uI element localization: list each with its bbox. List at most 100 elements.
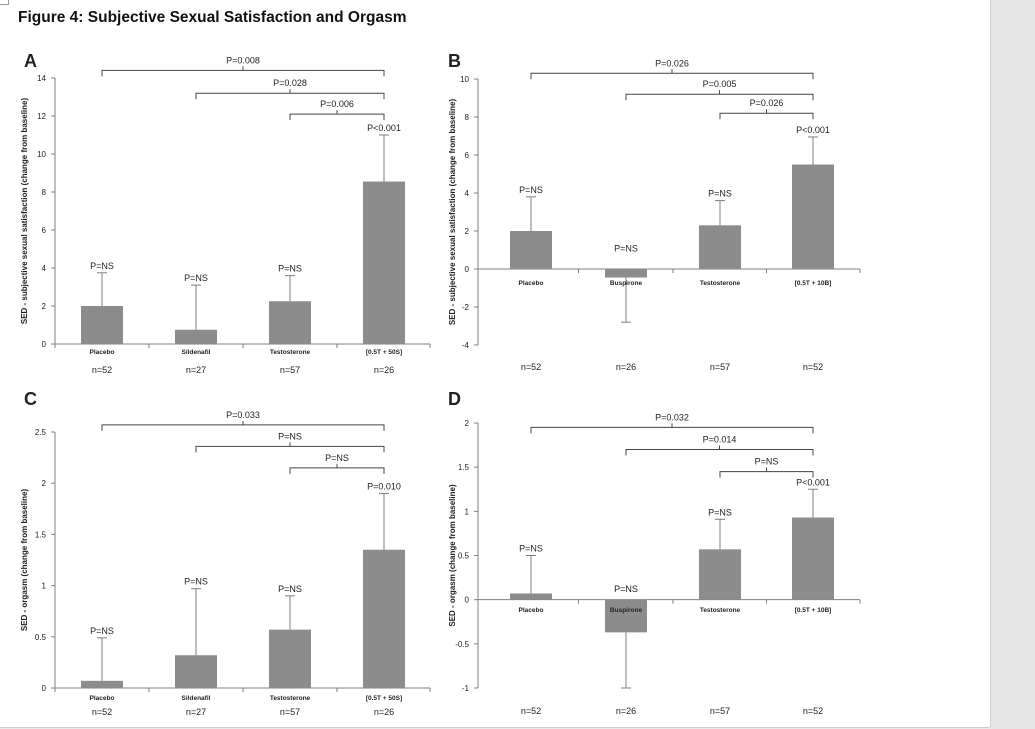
y-axis-label-d: SED - orgasm (change from baseline)	[448, 484, 457, 627]
category-label-a-4: [0.5T + 50S]	[366, 349, 402, 356]
bar-b-2	[605, 269, 647, 278]
comparison-label-c-1: P=0.033	[226, 410, 260, 420]
bar-p-label-d-4: P<0.001	[796, 477, 830, 487]
category-label-d-3: Testosterone	[700, 607, 741, 614]
n-label-b-3: n=57	[710, 362, 730, 372]
y-tick-label-c: 1	[42, 582, 47, 591]
comparison-label-a-1: P=0.008	[226, 55, 260, 65]
panel-letter-b: B	[448, 51, 461, 71]
y-tick-label-b: 4	[465, 189, 470, 198]
n-label-d-3: n=57	[710, 706, 730, 716]
n-label-c-2: n=27	[186, 707, 206, 717]
comparison-label-a-2: P=0.028	[273, 78, 307, 88]
category-label-a-3: Testosterone	[270, 349, 311, 356]
comparison-label-d-3: P=NS	[755, 457, 779, 467]
n-label-d-1: n=52	[521, 706, 541, 716]
comparison-label-b-3: P=0.026	[750, 98, 784, 108]
bar-p-label-c-4: P=0.010	[367, 481, 401, 491]
page-corner-marker	[0, 0, 9, 5]
y-axis-label-b: SED - subjective sexual satisfaction (ch…	[448, 99, 457, 326]
bar-p-label-a-3: P=NS	[278, 264, 302, 274]
vertical-scrollbar[interactable]	[991, 0, 1035, 729]
y-tick-label-a: 10	[37, 150, 46, 159]
comparison-bracket-c-2	[195, 445, 385, 453]
bar-a-2	[175, 329, 217, 344]
n-label-a-2: n=27	[186, 365, 206, 375]
comparison-label-b-2: P=0.005	[703, 79, 737, 89]
comparison-bracket-a-1	[101, 69, 385, 77]
bar-p-label-c-2: P=NS	[184, 577, 208, 587]
bar-c-2	[175, 655, 217, 688]
y-tick-label-c: 2	[42, 479, 47, 488]
n-label-a-3: n=57	[280, 365, 300, 375]
y-tick-label-b: -2	[462, 303, 470, 312]
y-tick-label-a: 8	[42, 188, 47, 197]
comparison-label-d-1: P=0.032	[655, 412, 689, 422]
category-label-b-2: Buspirone	[610, 280, 643, 287]
y-tick-label-a: 14	[37, 74, 46, 83]
comparison-bracket-c-3	[289, 467, 385, 474]
bar-p-label-d-3: P=NS	[708, 507, 732, 517]
category-label-c-2: Sildenafil	[182, 695, 211, 702]
y-tick-label-a: 2	[42, 302, 47, 311]
category-label-c-1: Placebo	[90, 695, 115, 702]
bar-a-4	[363, 181, 405, 344]
bar-p-label-b-2: P=NS	[614, 244, 638, 254]
y-axis-label-a: SED - subjective sexual satisfaction (ch…	[20, 98, 29, 325]
category-label-b-3: Testosterone	[700, 280, 741, 287]
y-tick-label-d: -0.5	[455, 640, 469, 649]
y-tick-label-a: 4	[42, 264, 47, 273]
comparison-bracket-c-1	[101, 424, 385, 431]
category-label-a-1: Placebo	[90, 349, 115, 356]
comparison-label-b-1: P=0.026	[655, 58, 689, 68]
y-tick-label-d: 1.5	[458, 463, 470, 472]
bar-p-label-b-4: P<0.001	[796, 125, 830, 135]
comparison-label-c-3: P=NS	[325, 453, 349, 463]
y-tick-label-b: 10	[460, 75, 469, 84]
panel-letter-a: A	[24, 51, 37, 71]
y-tick-label-a: 0	[42, 340, 47, 349]
bar-a-3	[269, 301, 311, 344]
bar-d-2	[605, 599, 647, 633]
bar-p-label-a-2: P=NS	[184, 273, 208, 283]
y-tick-label-a: 12	[37, 112, 46, 121]
y-tick-label-d: -1	[462, 684, 470, 693]
bar-d-3	[699, 549, 741, 600]
n-label-b-4: n=52	[803, 362, 823, 372]
y-tick-label-c: 0.5	[35, 633, 47, 642]
y-tick-label-c: 2.5	[35, 428, 47, 437]
comparison-bracket-b-2	[625, 93, 814, 101]
comparison-bracket-d-2	[625, 449, 814, 456]
bar-p-label-d-2: P=NS	[614, 584, 638, 594]
y-tick-label-d: 0	[465, 596, 470, 605]
bar-c-4	[363, 549, 405, 688]
y-tick-label-b: -4	[462, 341, 470, 350]
document-page: Figure 4: Subjective Sexual Satisfaction…	[0, 0, 991, 727]
comparison-bracket-b-3	[719, 112, 814, 120]
y-tick-label-c: 1.5	[35, 530, 47, 539]
y-tick-label-d: 2	[465, 419, 470, 428]
bar-b-4	[792, 164, 834, 269]
n-label-c-4: n=26	[374, 707, 394, 717]
comparison-bracket-b-1	[530, 72, 814, 80]
bar-b-1	[510, 231, 552, 269]
y-tick-label-c: 0	[42, 684, 47, 693]
comparison-bracket-a-3	[289, 113, 385, 121]
y-tick-label-d: 0.5	[458, 552, 470, 561]
n-label-b-1: n=52	[521, 362, 541, 372]
y-tick-label-b: 0	[465, 265, 470, 274]
n-label-d-2: n=26	[616, 706, 636, 716]
comparison-label-c-2: P=NS	[278, 431, 302, 441]
comparison-label-a-3: P=0.006	[320, 99, 354, 109]
category-label-a-2: Sildenafil	[182, 349, 211, 356]
category-label-c-3: Testosterone	[270, 695, 311, 702]
bar-p-label-d-1: P=NS	[519, 544, 543, 554]
bar-p-label-a-1: P=NS	[90, 261, 114, 271]
panel-letter-c: C	[24, 389, 37, 409]
category-label-d-2: Buspirone	[610, 607, 643, 614]
y-tick-label-b: 6	[465, 151, 470, 160]
category-label-b-4: [0.5T + 10B]	[795, 280, 832, 287]
y-tick-label-a: 6	[42, 226, 47, 235]
bar-c-3	[269, 629, 311, 688]
n-label-b-2: n=26	[616, 362, 636, 372]
